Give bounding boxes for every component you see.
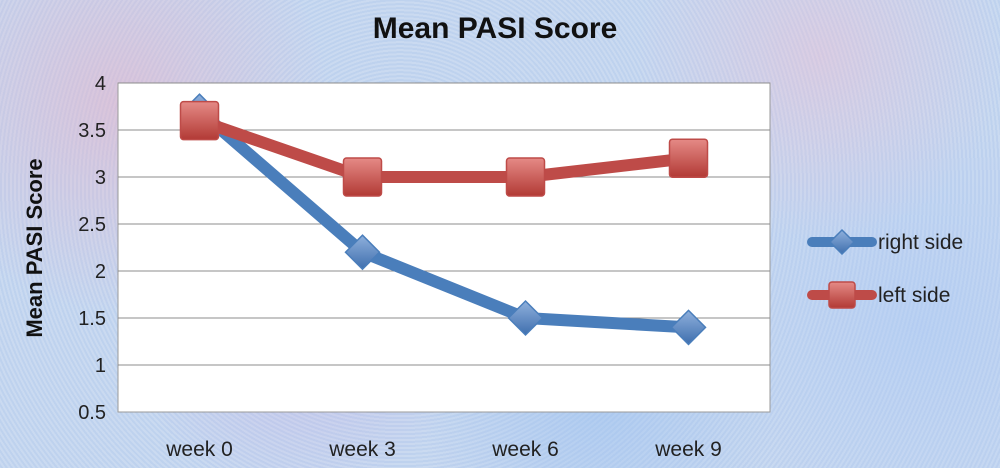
data-point	[505, 157, 546, 197]
series-left-side	[179, 100, 709, 197]
legend-marker	[828, 281, 856, 309]
data-point	[344, 234, 381, 271]
series-group	[179, 93, 709, 346]
data-point	[670, 309, 707, 346]
chart-title: Mean PASI Score	[373, 12, 618, 45]
series-line	[193, 105, 695, 334]
y-tick-label: 2	[95, 261, 106, 283]
y-tick-label: 4	[95, 73, 106, 95]
y-tick-label: 1.5	[78, 308, 106, 330]
data-point	[507, 299, 544, 337]
data-point	[179, 100, 220, 141]
x-tick-labels: week 0 week 3 week 6 week 9	[165, 438, 722, 461]
y-tick-label: 1	[95, 355, 106, 377]
legend-item: right side	[807, 228, 963, 256]
legend-marker	[828, 228, 856, 256]
x-tick-label: week 9	[654, 438, 722, 461]
legend-item: left side	[807, 281, 950, 309]
data-point	[342, 157, 383, 197]
data-point	[668, 138, 709, 178]
x-tick-label: week 0	[165, 438, 233, 461]
y-tick-label: 2.5	[78, 214, 106, 236]
y-tick-label: 3	[95, 167, 106, 189]
x-tick-label: week 6	[491, 438, 559, 461]
legend-label: right side	[878, 231, 963, 254]
legend: right side left side	[807, 228, 963, 309]
x-tick-label: week 3	[328, 438, 396, 461]
y-tick-label: 3.5	[78, 120, 106, 142]
legend-label: left side	[878, 284, 950, 307]
series-line	[193, 114, 695, 183]
y-axis-label: Mean PASI Score	[22, 158, 47, 337]
y-tick-labels: 0.5 1 1.5 2 2.5 3 3.5 4	[78, 73, 106, 424]
y-tick-label: 0.5	[78, 402, 106, 424]
